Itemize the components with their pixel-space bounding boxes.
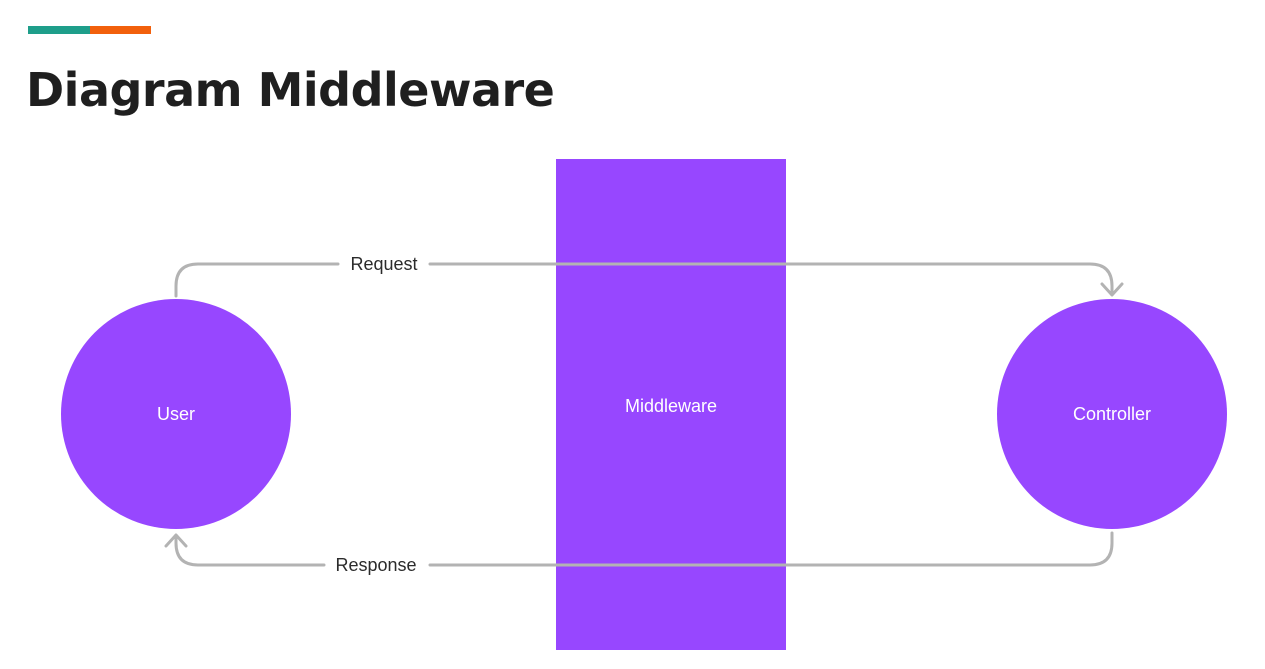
request-label: Request bbox=[350, 254, 417, 274]
user-node bbox=[61, 299, 291, 529]
accent-bar-teal bbox=[28, 26, 90, 34]
request-arrowhead bbox=[1100, 282, 1124, 297]
response-arrow bbox=[174, 531, 1114, 567]
page-title: Diagram Middleware bbox=[26, 63, 555, 117]
accent-bar-orange bbox=[90, 26, 151, 34]
request-arrow bbox=[174, 262, 1114, 298]
middleware-label: Middleware bbox=[625, 396, 717, 416]
response-label: Response bbox=[335, 555, 416, 575]
controller-node bbox=[997, 299, 1227, 529]
controller-label: Controller bbox=[1073, 404, 1151, 424]
user-label: User bbox=[157, 404, 195, 424]
response-arrowhead bbox=[164, 533, 188, 548]
middleware-node bbox=[556, 159, 786, 650]
